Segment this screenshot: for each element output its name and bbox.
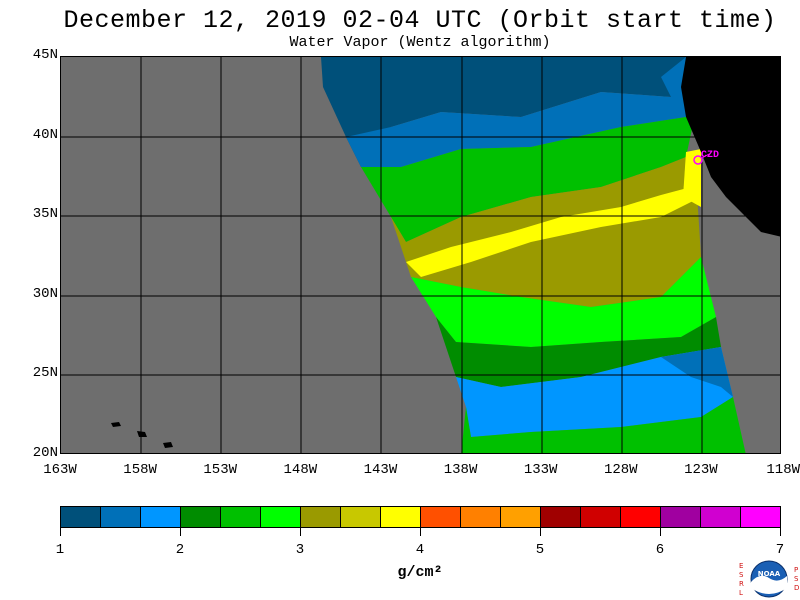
color-scale-cell — [421, 507, 461, 527]
color-scale-bar — [60, 506, 781, 528]
swath-band-bright-green — [411, 257, 716, 347]
noaa-logo-icon: NOAA — [750, 560, 788, 598]
psd-letter: P — [794, 566, 799, 574]
units-label: g/cm² — [397, 564, 443, 581]
swath-band-green-north — [361, 87, 701, 242]
esrl-letter: R — [739, 580, 744, 588]
color-scale-tick — [180, 528, 181, 536]
graticule — [61, 57, 780, 453]
color-scale-label: 2 — [175, 542, 185, 558]
longitude-label: 123W — [684, 462, 718, 478]
color-scale-cell — [61, 507, 101, 527]
color-scale-cell — [621, 507, 661, 527]
station-marker-icon — [693, 155, 703, 165]
longitude-label: 143W — [363, 462, 398, 478]
color-scale-label: 7 — [775, 542, 785, 558]
swath-band-dark-blue — [321, 57, 701, 167]
swath-band-blue — [346, 57, 701, 167]
longitude-label: 118W — [766, 462, 800, 478]
latitude-label: 40N — [32, 126, 58, 143]
longitude-label: 133W — [523, 462, 558, 478]
latitude-label: 25N — [32, 365, 58, 382]
color-scale-tick — [660, 528, 661, 536]
color-scale-label: 5 — [535, 542, 545, 558]
swath-band-yellow-plume — [406, 187, 701, 277]
station-leader-line — [701, 153, 710, 159]
hawaii-islands — [111, 422, 175, 453]
longitude-label: 148W — [283, 462, 318, 478]
color-scale-cell — [181, 507, 221, 527]
map-canvas: CZD — [61, 57, 780, 453]
color-scale-cell — [301, 507, 341, 527]
color-scale-tick — [300, 528, 301, 536]
color-scale-cell — [101, 507, 141, 527]
color-scale-label: 3 — [295, 542, 305, 558]
color-scale-cell — [661, 507, 701, 527]
esrl-letter: E — [739, 562, 744, 570]
esrl-letter: S — [739, 571, 744, 579]
land-mass — [681, 57, 780, 237]
color-scale-label: 4 — [415, 542, 425, 558]
longitude-label: 163W — [43, 462, 77, 478]
color-scale-label: 6 — [655, 542, 665, 558]
swath-band-yellow-coast — [683, 149, 701, 207]
color-scale-tick — [540, 528, 541, 536]
color-scale-tick — [780, 528, 781, 536]
color-scale-label: 1 — [55, 542, 65, 558]
latitude-label: 30N — [32, 285, 58, 302]
latitude-label: 20N — [32, 445, 58, 461]
latitude-label: 45N — [32, 47, 58, 63]
color-scale-cell — [701, 507, 741, 527]
color-scale-cell — [221, 507, 261, 527]
longitude-label: 158W — [123, 462, 157, 478]
longitude-label: 153W — [203, 462, 238, 478]
station-label: CZD — [701, 150, 719, 161]
swath-band-blue-south — [456, 347, 733, 437]
color-scale-tick — [420, 528, 421, 536]
esrl-letter: L — [739, 589, 743, 597]
color-scale-cell — [741, 507, 780, 527]
color-scale-cell — [341, 507, 381, 527]
color-scale-cell — [501, 507, 541, 527]
psd-letter: D — [794, 584, 800, 592]
noaa-logo-text: NOAA — [758, 570, 781, 578]
psd-letter: S — [794, 575, 799, 583]
latitude-label: 35N — [32, 206, 58, 223]
swath-band-dark-blue-south — [661, 347, 733, 397]
map-title: December 12, 2019 02-04 UTC (Orbit start… — [63, 6, 777, 35]
longitude-label: 138W — [443, 462, 478, 478]
color-scale-cell — [541, 507, 581, 527]
map-subtitle: Water Vapor (Wentz algorithm) — [289, 34, 551, 51]
swath-band-green-south — [461, 397, 746, 453]
longitude-label: 128W — [603, 462, 638, 478]
color-scale-cell — [141, 507, 181, 527]
color-scale-cell — [261, 507, 301, 527]
water-vapor-map: CZD — [60, 56, 781, 454]
color-scale-cell — [581, 507, 621, 527]
color-scale-cell — [461, 507, 501, 527]
swath-band-dark-green — [436, 317, 721, 387]
color-scale-tick — [60, 528, 61, 536]
color-scale-cell — [381, 507, 421, 527]
